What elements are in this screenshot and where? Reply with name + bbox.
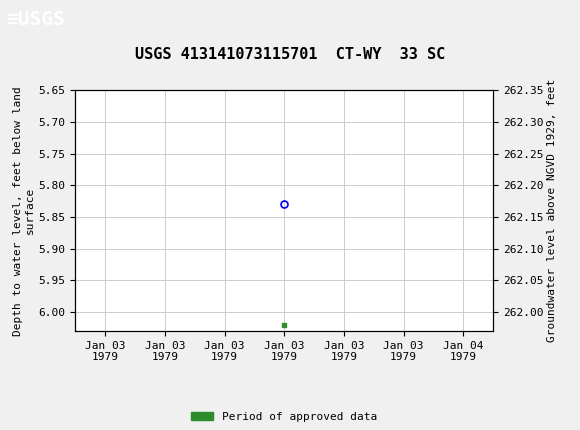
Text: USGS 413141073115701  CT-WY  33 SC: USGS 413141073115701 CT-WY 33 SC bbox=[135, 47, 445, 62]
Text: ≡USGS: ≡USGS bbox=[6, 10, 64, 29]
Y-axis label: Depth to water level, feet below land
surface: Depth to water level, feet below land su… bbox=[13, 86, 35, 335]
Y-axis label: Groundwater level above NGVD 1929, feet: Groundwater level above NGVD 1929, feet bbox=[548, 79, 557, 342]
Legend: Period of approved data: Period of approved data bbox=[187, 408, 382, 427]
